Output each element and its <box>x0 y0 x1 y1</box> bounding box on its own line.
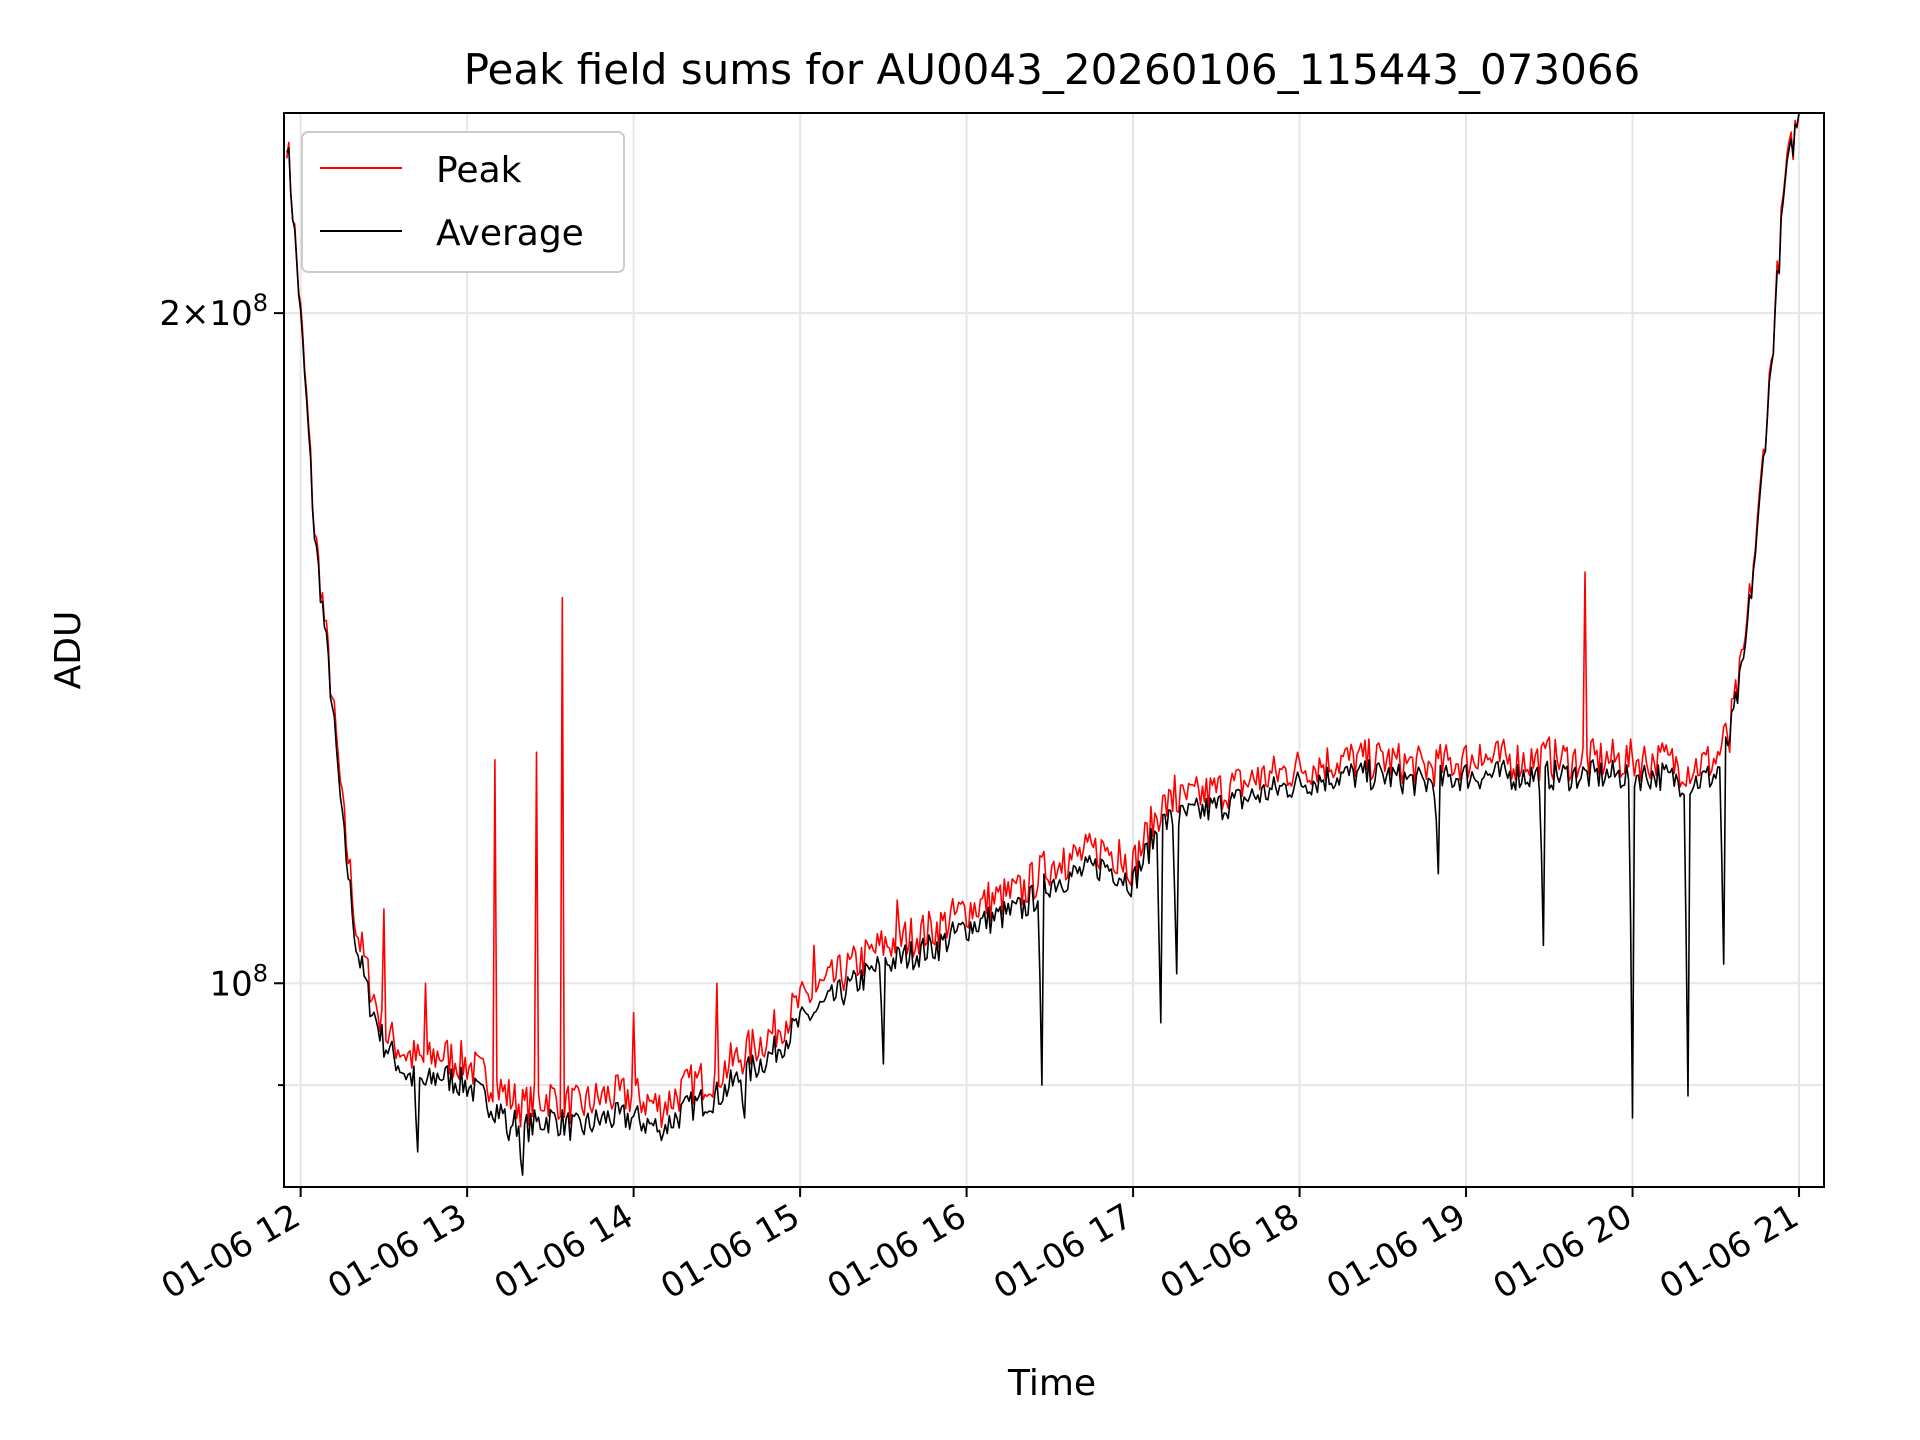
x-axis-label: Time <box>1007 1363 1096 1404</box>
series-line-peak <box>286 112 1800 1128</box>
plot-frame <box>283 112 1825 1188</box>
legend: Peak Average <box>301 131 625 273</box>
series-line-average <box>286 112 1800 1176</box>
y-tick-label: 2×108 <box>159 289 268 334</box>
legend-label-average: Average <box>436 213 584 254</box>
grid-lines <box>284 113 1824 1187</box>
y-axis-label: ADU <box>48 611 89 690</box>
y-axis-ticks: 108 2×108 <box>159 289 284 1087</box>
chart-title: Peak field sums for AU0043_20260106_1154… <box>464 45 1641 94</box>
y-tick-label: 108 <box>209 959 268 1004</box>
series-layer <box>286 112 1800 1176</box>
legend-label-peak: Peak <box>436 150 522 191</box>
